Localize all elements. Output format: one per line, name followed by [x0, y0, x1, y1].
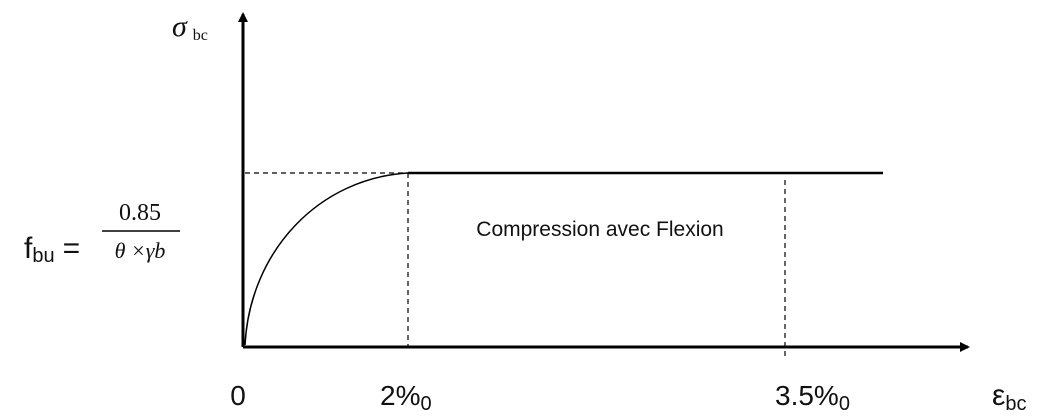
y-axis-label: σ bc — [172, 10, 208, 44]
x-axis-label: εbc — [992, 379, 1027, 415]
curve — [244, 172, 409, 346]
subscript: bc — [193, 27, 208, 44]
x-label: 2%0 — [380, 380, 432, 415]
label: 0 — [230, 380, 246, 411]
numerator: 0.85 — [119, 200, 161, 226]
subscript: 0 — [420, 393, 431, 415]
symbol: σ — [172, 10, 188, 43]
subscript: 0 — [839, 393, 850, 415]
x-label: 3.5%0 — [775, 380, 850, 415]
equals: = — [63, 232, 81, 265]
subscript: bc — [1005, 393, 1026, 415]
symbol: ε — [992, 379, 1005, 412]
label: 3.5% — [775, 380, 839, 411]
formula-lhs: fbu = — [24, 232, 80, 267]
denominator: θ ×γb — [115, 238, 166, 263]
x-label: 0 — [230, 380, 246, 411]
subscript: bu — [32, 245, 54, 267]
label: 2% — [380, 380, 420, 411]
symbol: f — [24, 232, 33, 265]
region-label: Compression avec Flexion — [476, 218, 723, 241]
